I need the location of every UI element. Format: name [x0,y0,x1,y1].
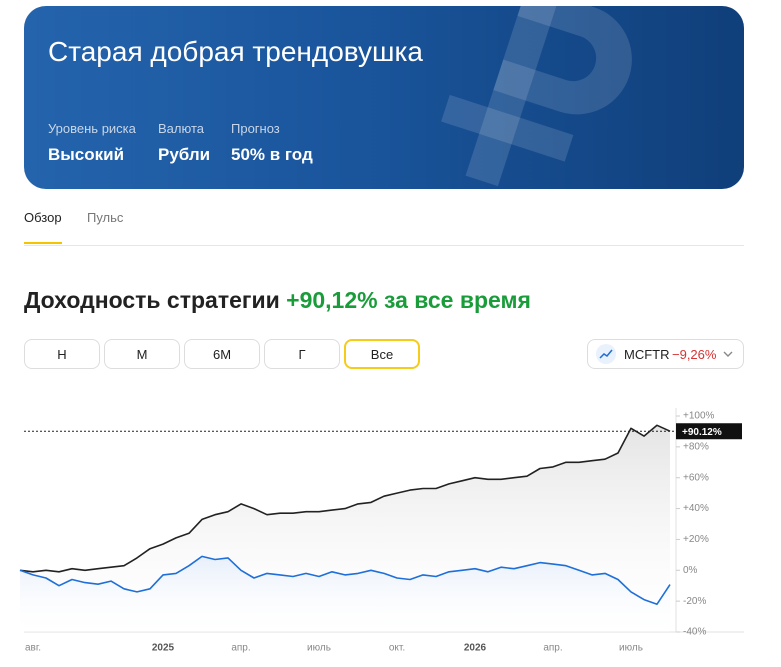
current-value-label: +90.12% [682,427,722,438]
period-button[interactable]: М [104,339,180,369]
compare-icons [596,344,733,364]
tab[interactable]: Пульс [87,210,124,225]
param-label: Прогноз [231,121,280,136]
strategy-banner: Старая добрая трендовушка Уровень риска В… [24,6,744,189]
y-tick-label: +80% [683,441,709,452]
x-tick-label: апр. [543,643,562,654]
param-value: 50% в год [231,145,313,164]
tab[interactable]: Обзор [24,210,62,225]
currency-watermark [441,6,632,187]
compare-dropdown[interactable]: MCFTR −9,26% [587,339,744,369]
y-tick-label: -20% [683,596,706,607]
x-tick-label: июль [619,643,643,654]
y-tick-label: +20% [683,534,709,545]
returns-value: +90,12% за все время [286,287,531,313]
current-value-badge [676,423,742,440]
y-tick-label: +100% [683,411,715,422]
returns-heading: Доходность стратегии +90,12% за все врем… [24,287,531,314]
period-button[interactable]: 6М [184,339,260,369]
period-button[interactable]: Все [344,339,420,369]
series-line [19,424,671,573]
x-tick-label: апр. [231,643,250,654]
period-button[interactable]: Г [264,339,340,369]
x-tick-label: июль [307,643,331,654]
y-tick-label: -40% [683,627,706,638]
param-label: Уровень риска [48,121,136,136]
compare-value: −9,26% [672,347,717,362]
tab-indicator [24,242,62,244]
divider [24,245,744,246]
series-line [19,555,671,605]
period-button[interactable]: Н [24,339,100,369]
x-tick-label: авг. [25,643,41,654]
strategy-title: Старая добрая трендовушка [48,36,423,67]
x-tick-label: 2025 [152,643,175,654]
param-label: Валюта [158,121,204,136]
y-tick-label: +60% [683,472,709,483]
y-tick-label: +40% [683,503,709,514]
x-tick-label: окт. [389,643,405,654]
compare-name: MCFTR [624,347,670,362]
param-value: Рубли [158,145,211,164]
series-area [20,556,670,632]
y-tick-label: 0% [683,565,698,576]
x-tick-label: 2026 [464,643,487,654]
returns-title: Доходность стратегии [24,287,280,313]
param-value: Высокий [48,145,125,164]
